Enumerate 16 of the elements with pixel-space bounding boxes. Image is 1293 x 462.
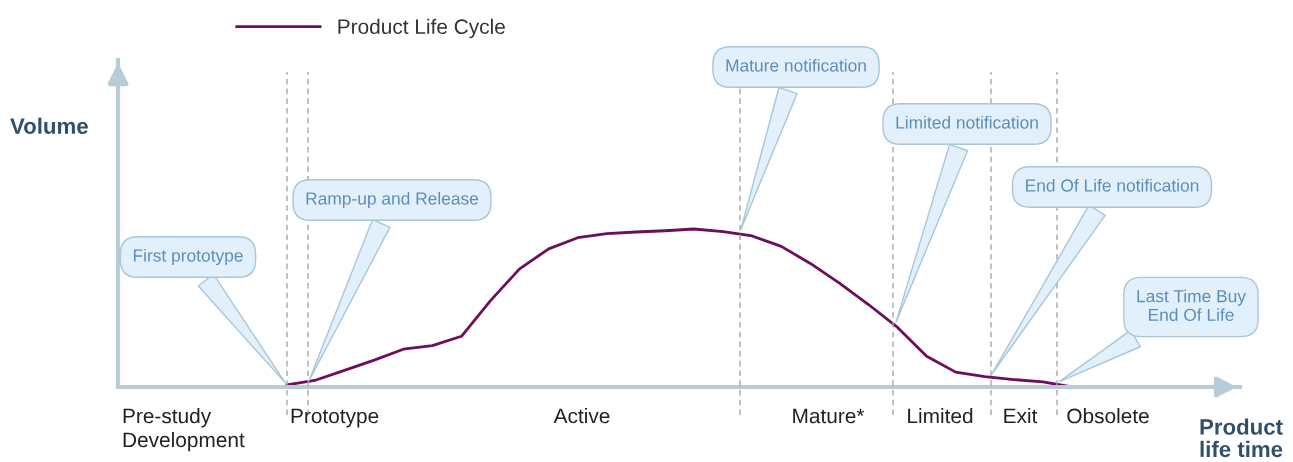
text: Active (553, 408, 610, 424)
legend-label: Product Life Cycle (338, 18, 505, 39)
text: Mature notification (726, 58, 866, 72)
text: Volume (10, 117, 88, 134)
text: End Of Life notification (1026, 178, 1199, 192)
text: Limited (908, 408, 973, 424)
text: Limited notification (896, 115, 1038, 129)
text: Obsolete (1067, 408, 1149, 424)
text: Mature* (793, 408, 865, 424)
text: First prototype (133, 248, 243, 266)
text: Last Time Buy End Of Life (1137, 289, 1246, 322)
text: Pre-study Development (123, 408, 245, 452)
text: Prototype (291, 408, 379, 428)
text: Product life time (1200, 418, 1283, 458)
text: Exit (1004, 408, 1038, 424)
text: Ramp-up and Release (306, 191, 479, 209)
